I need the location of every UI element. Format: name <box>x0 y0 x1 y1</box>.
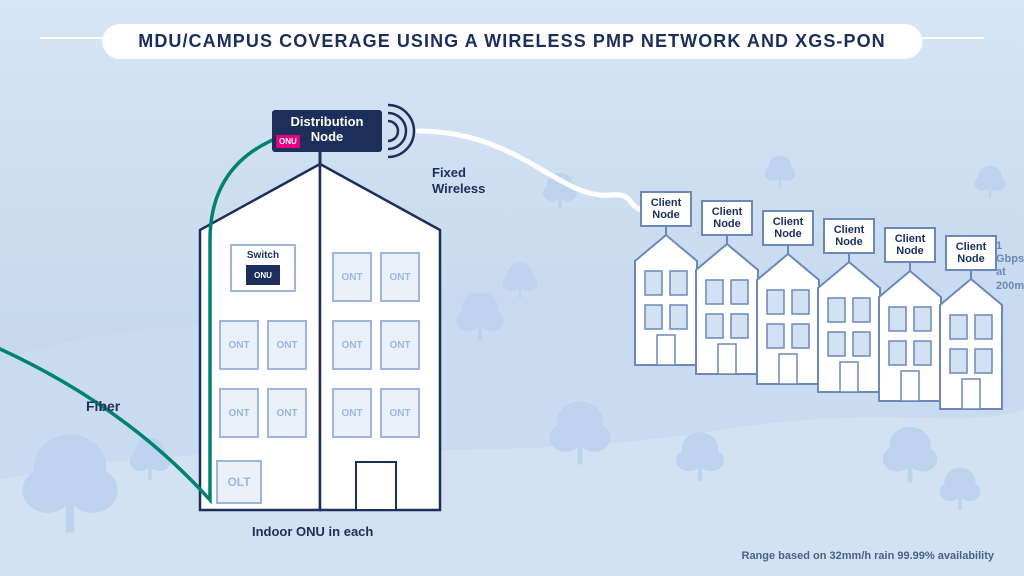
spec-line2: at 200m <box>996 266 1024 291</box>
ont-unit: ONT <box>267 320 307 370</box>
dn-label-1: Distribution <box>291 114 364 129</box>
footnote: Range based on 32mm/h rain 99.99% availa… <box>742 550 995 562</box>
client-node-label: ClientNode <box>884 227 936 263</box>
onu-tag: ONU <box>276 135 300 148</box>
client-node-label: ClientNode <box>945 235 997 271</box>
ont-unit: ONT <box>267 388 307 438</box>
title-text: MDU/CAMPUS COVERAGE USING A WIRELESS PMP… <box>138 31 886 51</box>
diagram-canvas: MDU/CAMPUS COVERAGE USING A WIRELESS PMP… <box>0 0 1024 576</box>
spec-line1: 1 Gbps <box>996 240 1024 265</box>
dn-label-2: Node <box>311 129 344 144</box>
switch-onu-badge: ONU <box>246 265 280 285</box>
switch-label: Switch <box>232 246 294 261</box>
page-title: MDU/CAMPUS COVERAGE USING A WIRELESS PMP… <box>102 24 922 59</box>
ont-unit: ONT <box>380 320 420 370</box>
ont-unit: ONT <box>219 320 259 370</box>
switch-box: Switch ONU <box>230 244 296 292</box>
ont-unit: ONT <box>380 388 420 438</box>
client-node-label: ClientNode <box>640 191 692 227</box>
onu-tag-text: ONU <box>279 137 297 146</box>
ont-unit: ONT <box>332 252 372 302</box>
distribution-node-box: Distribution Node ONU <box>272 110 382 152</box>
throughput-spec: 1 Gbps at 200m <box>996 240 1024 293</box>
olt-box: OLT <box>216 460 262 504</box>
client-node-label: ClientNode <box>762 210 814 246</box>
ont-unit: ONT <box>332 320 372 370</box>
background-layer <box>0 0 1024 576</box>
olt-label: OLT <box>227 475 250 489</box>
fiber-label: Fiber <box>86 398 120 414</box>
ont-unit: ONT <box>380 252 420 302</box>
client-node-label: ClientNode <box>701 200 753 236</box>
ont-unit: ONT <box>219 388 259 438</box>
ont-unit: ONT <box>332 388 372 438</box>
client-node-label: ClientNode <box>823 218 875 254</box>
indoor-onu-label: Indoor ONU in each <box>252 524 373 539</box>
fixed-wireless-label: Fixed Wireless <box>432 165 485 198</box>
